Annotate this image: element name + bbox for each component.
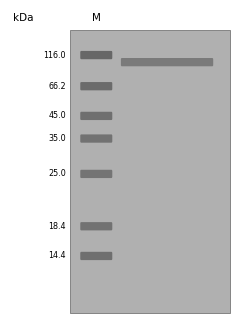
- Text: 35.0: 35.0: [48, 134, 66, 143]
- Text: 116.0: 116.0: [43, 51, 66, 60]
- Text: 66.2: 66.2: [48, 82, 66, 91]
- FancyBboxPatch shape: [80, 252, 112, 260]
- Text: 14.4: 14.4: [49, 251, 66, 261]
- FancyBboxPatch shape: [80, 112, 112, 120]
- FancyBboxPatch shape: [120, 58, 212, 66]
- Text: M: M: [91, 13, 100, 23]
- Bar: [69, 30, 229, 313]
- Text: 45.0: 45.0: [48, 112, 66, 120]
- FancyBboxPatch shape: [80, 170, 112, 178]
- Text: 18.4: 18.4: [49, 222, 66, 231]
- FancyBboxPatch shape: [80, 51, 112, 59]
- Text: kDa: kDa: [13, 13, 33, 23]
- Text: 25.0: 25.0: [48, 169, 66, 178]
- FancyBboxPatch shape: [80, 82, 112, 90]
- FancyBboxPatch shape: [80, 222, 112, 230]
- FancyBboxPatch shape: [80, 134, 112, 143]
